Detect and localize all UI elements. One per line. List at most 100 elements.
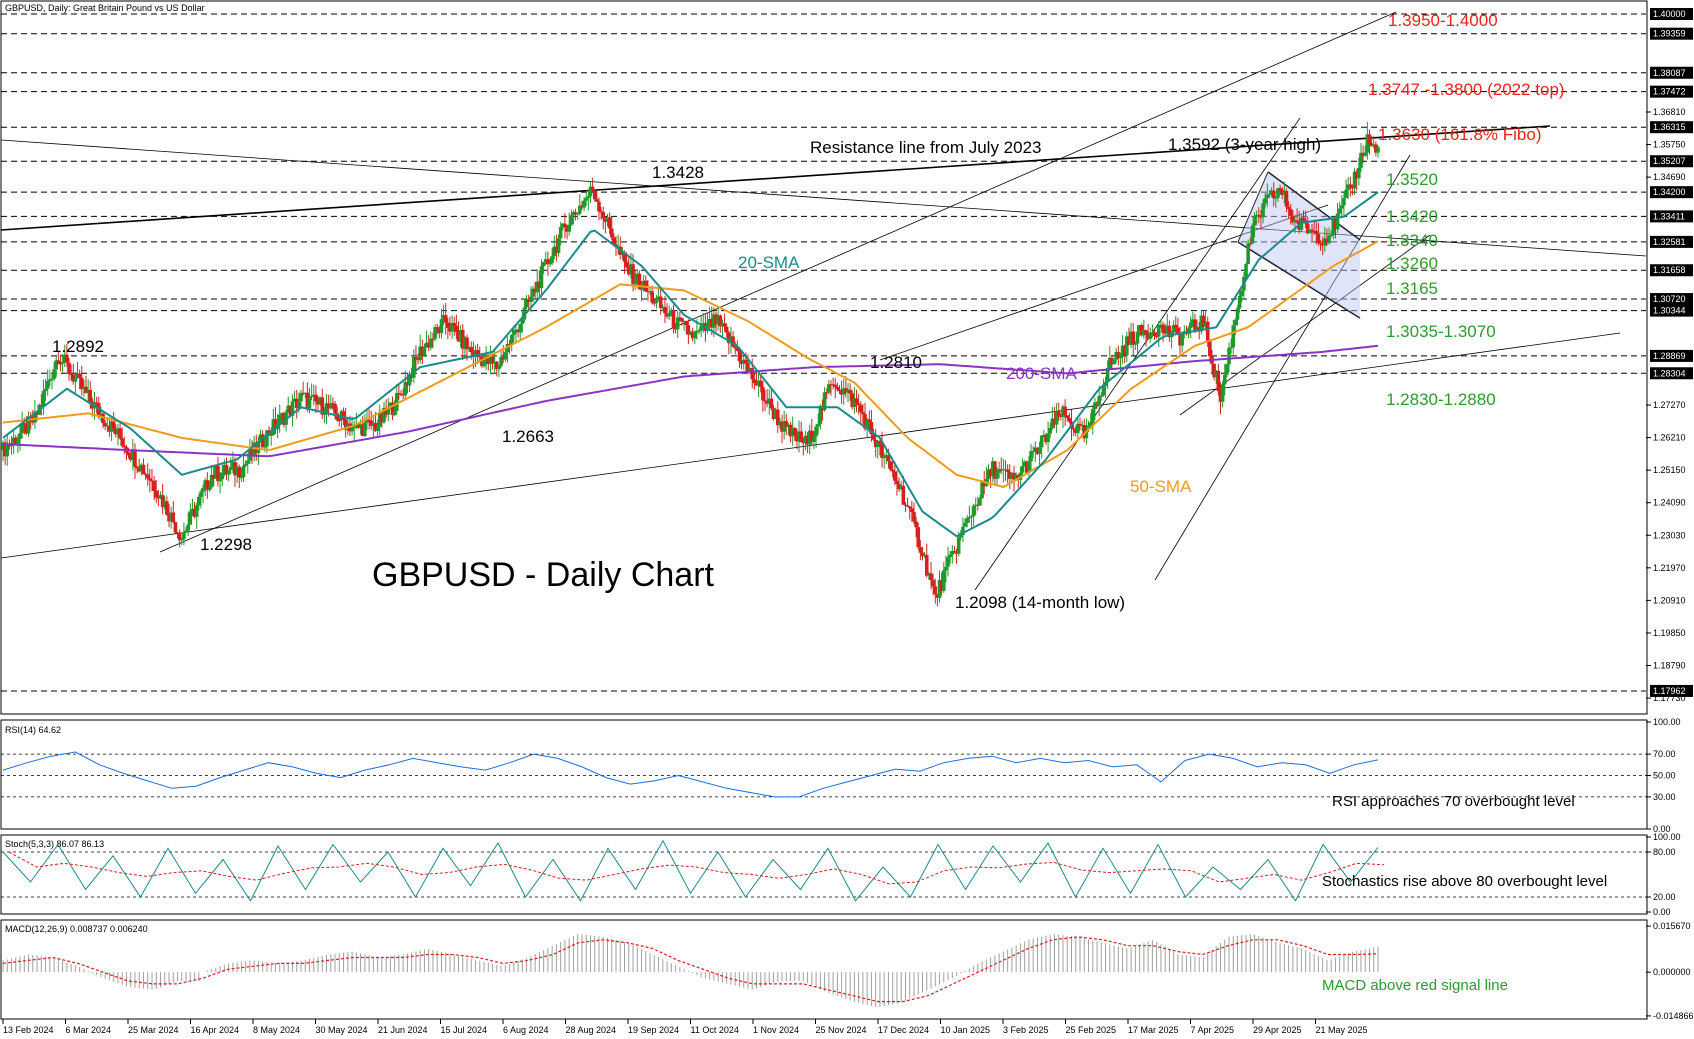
- candle-body: [767, 398, 772, 404]
- candle-body: [1118, 353, 1123, 359]
- candle-body: [1133, 343, 1138, 345]
- candle-body: [182, 532, 186, 540]
- candle-body: [377, 413, 382, 427]
- candle-body: [1318, 242, 1323, 245]
- candle-body: [699, 326, 703, 331]
- candle-body: [661, 307, 665, 309]
- sma-50-line: [2, 240, 1379, 489]
- candle-body: [94, 402, 99, 404]
- candle-body: [646, 291, 650, 293]
- candle-body: [1340, 205, 1344, 209]
- candle-body: [584, 198, 589, 201]
- candle-body: [578, 205, 582, 214]
- candle-body: [1010, 472, 1014, 479]
- descending-trendline: [0, 139, 1647, 257]
- candle-body: [533, 288, 537, 293]
- candle-body: [514, 329, 518, 331]
- candle-body: [833, 384, 838, 387]
- price-tick-label: 1.32581: [1653, 237, 1686, 247]
- candle-body: [1329, 235, 1333, 237]
- candle-body: [850, 393, 855, 408]
- candle-body: [609, 228, 614, 238]
- candle-body: [656, 296, 661, 299]
- candle-body: [1029, 451, 1033, 462]
- price-tick-box: [1650, 367, 1693, 380]
- candle-body: [756, 380, 761, 386]
- candle-body: [531, 288, 535, 297]
- candle-body: [290, 401, 295, 416]
- date-tick-label: 7 Apr 2025: [1191, 1025, 1235, 1035]
- candle-body: [1048, 427, 1053, 434]
- moving-averages: [2, 191, 1379, 538]
- indicators: 100.0070.0050.0030.000.00100.0080.0020.0…: [1, 717, 1694, 1021]
- candle-body: [194, 505, 199, 517]
- candle-body: [465, 337, 469, 350]
- candle-body: [758, 380, 763, 387]
- date-tick-label: 10 Jan 2025: [941, 1025, 991, 1035]
- candle-body: [56, 360, 61, 364]
- candle-body: [162, 501, 167, 508]
- date-tick-label: 3 Feb 2025: [1003, 1025, 1049, 1035]
- price-tick-label: 1.25150: [1653, 465, 1686, 475]
- rsi-label: RSI(14) 64.62: [5, 725, 61, 735]
- candle-body: [541, 261, 546, 267]
- candle-body: [1314, 231, 1319, 234]
- candle-body: [490, 356, 495, 364]
- candle-body: [1301, 217, 1306, 221]
- date-tick-label: 17 Mar 2025: [1128, 1025, 1179, 1035]
- candle-body: [1239, 290, 1244, 296]
- candle-body: [716, 315, 720, 325]
- candle-body: [1095, 402, 1099, 405]
- candle-body: [394, 393, 399, 412]
- candle-body: [1178, 334, 1182, 346]
- candle-body: [497, 365, 501, 370]
- candle-body: [22, 423, 27, 425]
- candle-body: [382, 407, 386, 423]
- candle-body: [1033, 447, 1038, 452]
- candle-body: [143, 474, 148, 476]
- candle-body: [1054, 411, 1059, 425]
- candle-body: [13, 437, 18, 445]
- candle-body: [558, 227, 563, 239]
- date-tick-label: 6 Aug 2024: [503, 1025, 549, 1035]
- candle-body: [209, 474, 214, 488]
- candle-body: [858, 405, 863, 413]
- candle-body: [761, 386, 765, 401]
- candle-body: [228, 466, 233, 470]
- candle-body: [852, 398, 857, 408]
- candle-body: [1108, 357, 1112, 369]
- high-3y-annotation: 1.3592 (3-year high): [1168, 135, 1321, 154]
- candle-body: [790, 428, 795, 437]
- candle-body: [567, 224, 571, 232]
- candle-body: [171, 512, 176, 523]
- rsi-tick-label: 50.00: [1653, 771, 1676, 781]
- price-axis: 1.40000 1.39359 1.38087 1.37472 1.36810 1.363…: [1646, 8, 1693, 703]
- candle-body: [539, 266, 544, 289]
- candle-body: [50, 378, 54, 380]
- stoch-tick-label: 0.00: [1653, 907, 1671, 917]
- candle-body: [1116, 352, 1121, 359]
- rsi-panel-frame: [0, 719, 1648, 830]
- candle-body: [403, 382, 408, 396]
- price-tick-box: [1650, 349, 1693, 362]
- candle-body: [563, 223, 567, 228]
- candle-body: [637, 273, 642, 290]
- candle-body: [590, 186, 595, 191]
- candle-body: [1203, 321, 1208, 327]
- candle-body: [24, 423, 29, 434]
- candle-body: [5, 445, 10, 457]
- candle-body: [884, 455, 889, 457]
- price-tick-label: 1.30720: [1653, 294, 1686, 304]
- candle-body: [1333, 217, 1338, 230]
- candle-body: [1180, 333, 1184, 346]
- candle-body: [309, 395, 314, 397]
- candle-body: [941, 570, 946, 591]
- candle-body: [1280, 189, 1285, 195]
- candle-body: [243, 463, 248, 466]
- candle-body: [831, 384, 835, 386]
- candle-body: [1265, 194, 1270, 199]
- candle-body: [405, 382, 410, 386]
- candle-body: [861, 412, 865, 415]
- candle-body: [1065, 415, 1070, 419]
- candle-body: [186, 524, 190, 531]
